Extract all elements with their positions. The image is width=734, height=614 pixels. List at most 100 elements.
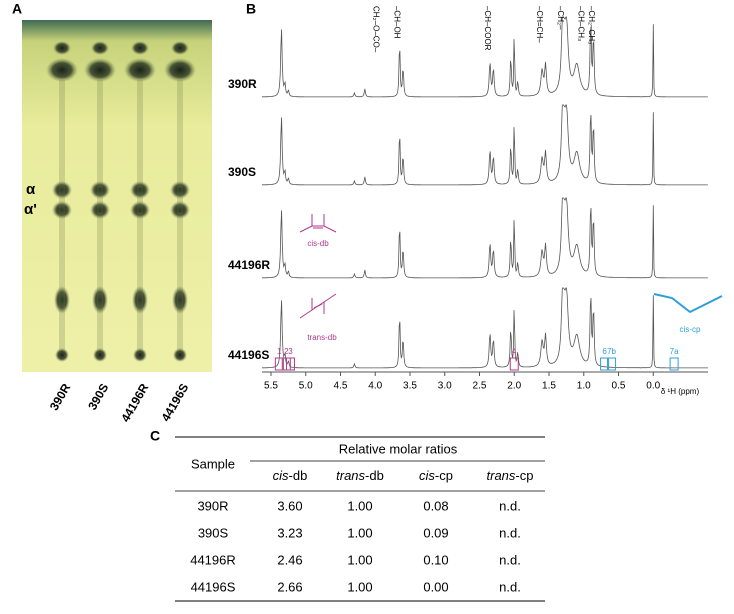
text-part: -db	[365, 468, 384, 483]
peak-box	[274, 357, 284, 371]
box-label: 4	[512, 347, 517, 356]
nmr-spectrum	[262, 104, 708, 186]
lane-label: 44196R	[118, 381, 151, 425]
peak-label: –CH=CH–	[535, 6, 544, 43]
peak-box	[669, 357, 679, 371]
table-cell: 2.66	[277, 579, 302, 594]
x-tick-label: 0.5	[612, 381, 626, 392]
lane-label: 390S	[85, 381, 111, 412]
tlc-spot	[84, 58, 116, 82]
tlc-spot	[170, 181, 190, 199]
nmr-spectrum	[262, 287, 708, 369]
tlc-spot	[133, 348, 147, 362]
spectrum-label: 44196S	[228, 348, 269, 362]
x-tick-label: 0.0	[646, 381, 660, 392]
table-cell: 2.46	[277, 552, 302, 567]
tlc-spot	[91, 41, 109, 55]
peak-box	[600, 357, 610, 371]
tlc-spot	[54, 286, 70, 314]
table-cell: n.d.	[499, 552, 521, 567]
table-cell: 44196R	[190, 552, 236, 567]
spectrum-label: 390R	[228, 77, 257, 91]
peak-box	[509, 357, 519, 371]
spectrum-label: 44196R	[228, 258, 270, 272]
table-cell: 3.23	[277, 525, 302, 540]
tlc-spot	[171, 41, 189, 55]
tlc-spot	[55, 348, 69, 362]
peak-label: CH₂–O–CO–	[372, 6, 381, 53]
tlc-spot	[90, 201, 110, 219]
box-label: 3	[288, 347, 293, 356]
table-cell: 0.08	[423, 498, 448, 513]
tlc-spot	[131, 41, 149, 55]
box-label: 2	[284, 347, 289, 356]
tlc-streak	[59, 80, 65, 350]
x-tick-label: 1.0	[577, 381, 591, 392]
table-header: Relative molar ratios	[339, 441, 458, 456]
table-column-header: cis-cp	[419, 468, 453, 483]
tlc-spot	[173, 348, 187, 362]
table-cell: 390R	[197, 498, 228, 513]
table-cell: 1.00	[347, 552, 372, 567]
structure	[299, 214, 337, 233]
table-cell: 44196S	[191, 579, 236, 594]
peak-label: –CH₂–CH₃	[587, 6, 596, 44]
x-tick-label: 5.0	[299, 381, 313, 392]
nmr-spectrum	[262, 197, 708, 279]
structure-name: trans-db	[307, 333, 337, 342]
panel-label: C	[150, 428, 160, 444]
tlc-spot	[52, 181, 72, 199]
tlc-spot	[124, 58, 156, 82]
peak-label: –CH–OH	[392, 6, 401, 39]
x-tick-label: 4.5	[334, 381, 348, 392]
peak-label: –CH–COOR	[483, 6, 492, 51]
spectrum-label: 390S	[228, 165, 256, 179]
panel-label: A	[12, 1, 22, 17]
peak-box	[607, 357, 617, 371]
tlc-spot	[164, 58, 196, 82]
table-cell: 1.00	[347, 498, 372, 513]
box-label: 7a	[670, 347, 679, 356]
tlc-spot	[130, 181, 150, 199]
box-label: 6	[602, 347, 607, 356]
tlc-spot	[92, 286, 108, 314]
text-part: -cp	[515, 468, 533, 483]
structure	[653, 293, 723, 314]
tlc-streak	[97, 80, 103, 350]
italic-part: trans	[336, 468, 365, 483]
tlc-spot	[132, 286, 148, 314]
tlc-streak	[177, 80, 183, 350]
x-tick-label: 1.5	[542, 381, 556, 392]
x-tick-label: 2.0	[507, 381, 521, 392]
table-cell: n.d.	[499, 525, 521, 540]
table-cell: n.d.	[499, 579, 521, 594]
structure-name: cis-db	[307, 239, 329, 248]
italic-part: trans	[487, 468, 516, 483]
tlc-spot	[130, 201, 150, 219]
table-cell: 3.60	[277, 498, 302, 513]
table-cell: 0.10	[423, 552, 448, 567]
box-label: 7b	[607, 347, 616, 356]
table-column-header: trans-cp	[487, 468, 534, 483]
tlc-spot	[52, 201, 72, 219]
table-cell: 1.00	[347, 525, 372, 540]
tlc-spot	[93, 348, 107, 362]
table-cell: 0.09	[423, 525, 448, 540]
tlc-spot	[170, 201, 190, 219]
lane-label: 390R	[47, 381, 74, 413]
tlc-spot	[90, 181, 110, 199]
band-label: α	[26, 181, 36, 198]
table-header: Sample	[191, 456, 235, 471]
lane-label: 44196S	[159, 381, 192, 424]
table-column-header: trans-db	[336, 468, 384, 483]
x-tick-label: 4.0	[368, 381, 382, 392]
text-part: -db	[289, 468, 308, 483]
x-axis-label: δ ¹H (ppm)	[661, 387, 700, 396]
table-cell: 390S	[198, 525, 229, 540]
band-label: α'	[24, 201, 37, 218]
x-tick-label: 3.5	[403, 381, 417, 392]
table-column-header: cis-db	[273, 468, 308, 483]
structure-name: cis-cp	[680, 325, 701, 334]
peak-box	[285, 357, 295, 371]
